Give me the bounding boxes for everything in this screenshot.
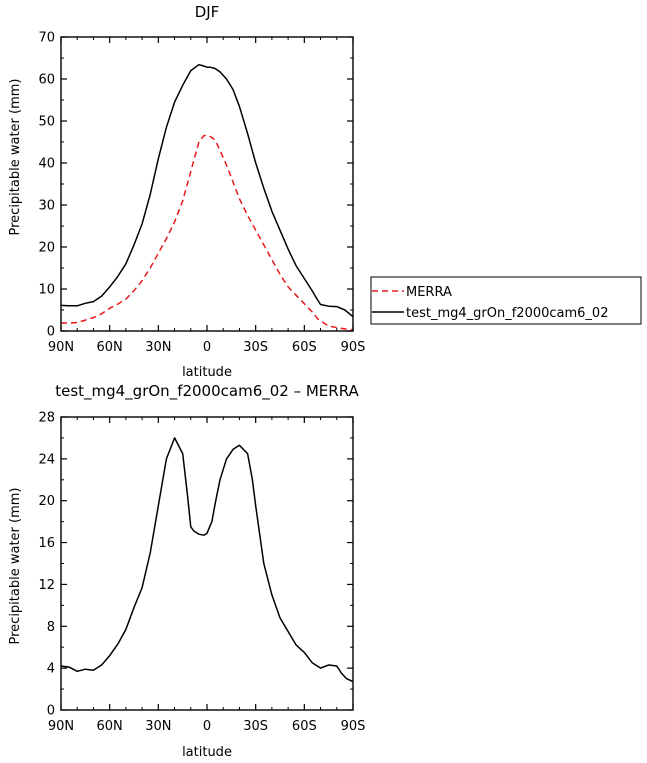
bottom-y-axis-label: Precipitable water (mm) <box>8 488 23 645</box>
bottom-series-line-0 <box>60 437 354 683</box>
bottom-y-tick-label: 4 <box>47 662 55 677</box>
top-y-tick-label: 60 <box>38 73 55 88</box>
top-y-tick-label: 0 <box>47 325 55 340</box>
top-y-tick-label: 10 <box>38 283 55 298</box>
bottom-x-tick-label: 30S <box>243 719 268 734</box>
bottom-panel: test_mg4_grOn_f2000cam6_02 – MERRA Preci… <box>8 382 365 760</box>
bottom-title: test_mg4_grOn_f2000cam6_02 – MERRA <box>55 382 359 401</box>
top-x-tick-label: 60N <box>97 340 123 355</box>
bottom-series <box>60 437 354 683</box>
legend-label-test: test_mg4_grOn_f2000cam6_02 <box>406 306 608 321</box>
bottom-y-tick-label: 12 <box>38 578 55 593</box>
top-x-tick-label: 90S <box>341 340 366 355</box>
top-y-axis-label: Precipitable water (mm) <box>8 79 23 236</box>
top-y-tick-label: 30 <box>38 199 55 214</box>
top-y-tick-label: 20 <box>38 241 55 256</box>
top-x-tick-label: 90N <box>48 340 74 355</box>
bottom-ticks <box>60 416 354 711</box>
top-series-line-1 <box>60 63 354 318</box>
top-series <box>60 63 354 331</box>
top-title: DJF <box>195 3 220 21</box>
top-x-axis-label: latitude <box>182 365 232 380</box>
bottom-x-axis-label: latitude <box>182 745 232 760</box>
top-x-tick-label: 0 <box>203 340 211 355</box>
top-y-tick-label: 50 <box>38 115 55 130</box>
top-tick-labels: 90N 60N 30N 0 30S 60S 90S 0 10 20 30 40 50 60 70 <box>38 31 365 356</box>
bottom-tick-labels: 90N 60N 30N 0 30S 60S 90S 0 4 8 12 16 20 24 28 <box>38 411 365 735</box>
legend-label-merra: MERRA <box>406 285 452 300</box>
bottom-y-tick-label: 20 <box>38 494 55 509</box>
bottom-x-tick-label: 30N <box>145 719 171 734</box>
top-x-tick-label: 30S <box>243 340 268 355</box>
legend-box <box>370 276 642 325</box>
bottom-y-tick-label: 28 <box>38 411 55 426</box>
bottom-x-tick-label: 60S <box>292 719 317 734</box>
top-series-line-0 <box>61 134 354 331</box>
top-y-tick-label: 70 <box>38 31 55 46</box>
bottom-x-tick-label: 60N <box>97 719 123 734</box>
bottom-x-tick-label: 0 <box>203 719 211 734</box>
bottom-y-tick-label: 0 <box>47 704 55 719</box>
top-x-tick-label: 30N <box>145 340 171 355</box>
bottom-y-tick-label: 24 <box>38 452 55 467</box>
bottom-x-tick-label: 90S <box>341 719 366 734</box>
bottom-x-tick-label: 90N <box>48 719 74 734</box>
top-x-tick-label: 60S <box>292 340 317 355</box>
legend: MERRA test_mg4_grOn_f2000cam6_02 <box>370 276 642 325</box>
bottom-plot-frame <box>60 416 354 711</box>
top-plot-frame <box>60 36 354 332</box>
bottom-y-tick-label: 16 <box>38 536 55 551</box>
top-y-tick-label: 40 <box>38 157 55 172</box>
top-panel: DJF Precipitable water (mm) latitude 90N… <box>8 3 365 380</box>
bottom-y-tick-label: 8 <box>47 620 55 635</box>
